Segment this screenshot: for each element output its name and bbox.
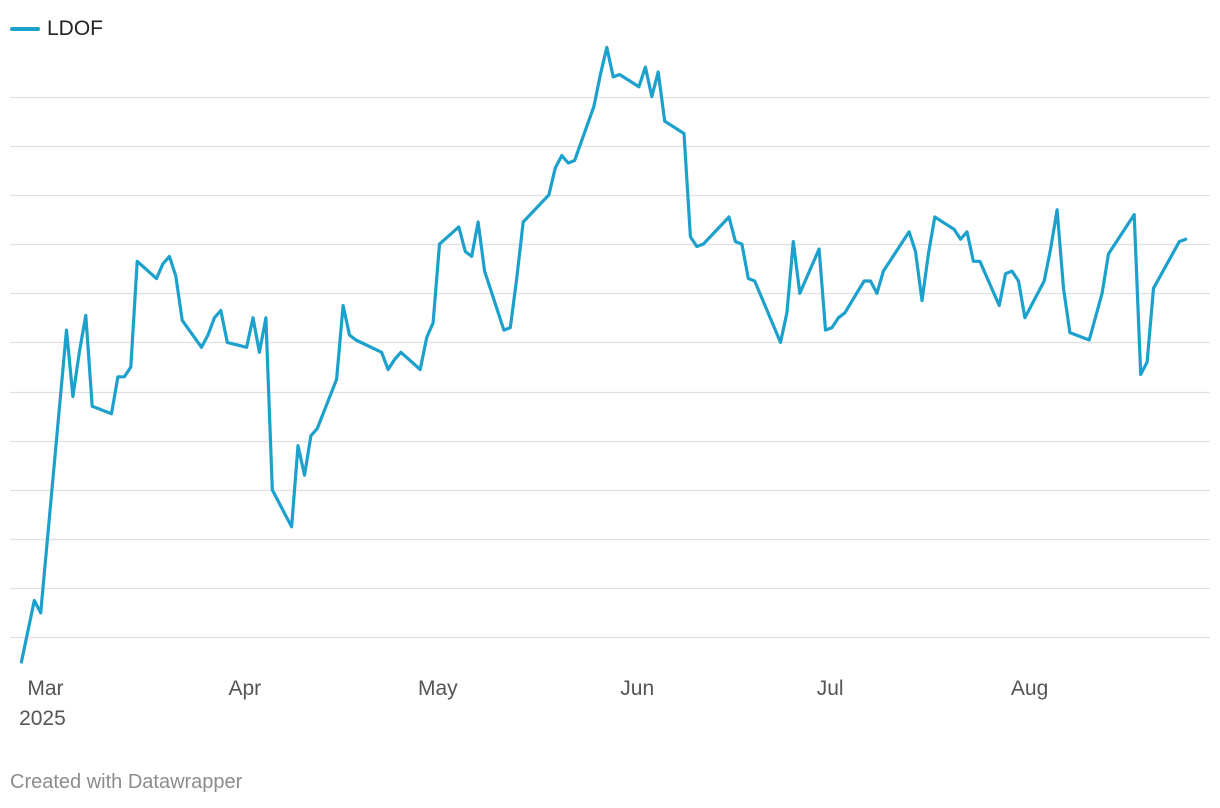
- x-tick-label: Jul: [817, 677, 844, 700]
- y-gridlines: [10, 96, 1210, 639]
- series-line-ldof: [19, 45, 1188, 664]
- x-tick-label: Jun: [620, 677, 654, 700]
- x-tick-sublabel: 2025: [19, 707, 66, 730]
- legend-swatch: [10, 27, 40, 31]
- x-tick-label: Aug: [1011, 677, 1048, 700]
- x-tick-label: May: [418, 677, 458, 700]
- series-lines: [19, 45, 1188, 664]
- x-axis-ticks: Mar 2025 Apr May Jun Jul Aug: [19, 677, 1048, 730]
- legend-label: LDOF: [47, 17, 104, 40]
- x-tick-label: Mar: [27, 677, 63, 700]
- footer-credit: Created with Datawrapper: [10, 771, 243, 793]
- x-tick-label: Apr: [228, 677, 261, 700]
- legend: LDOF: [10, 17, 103, 41]
